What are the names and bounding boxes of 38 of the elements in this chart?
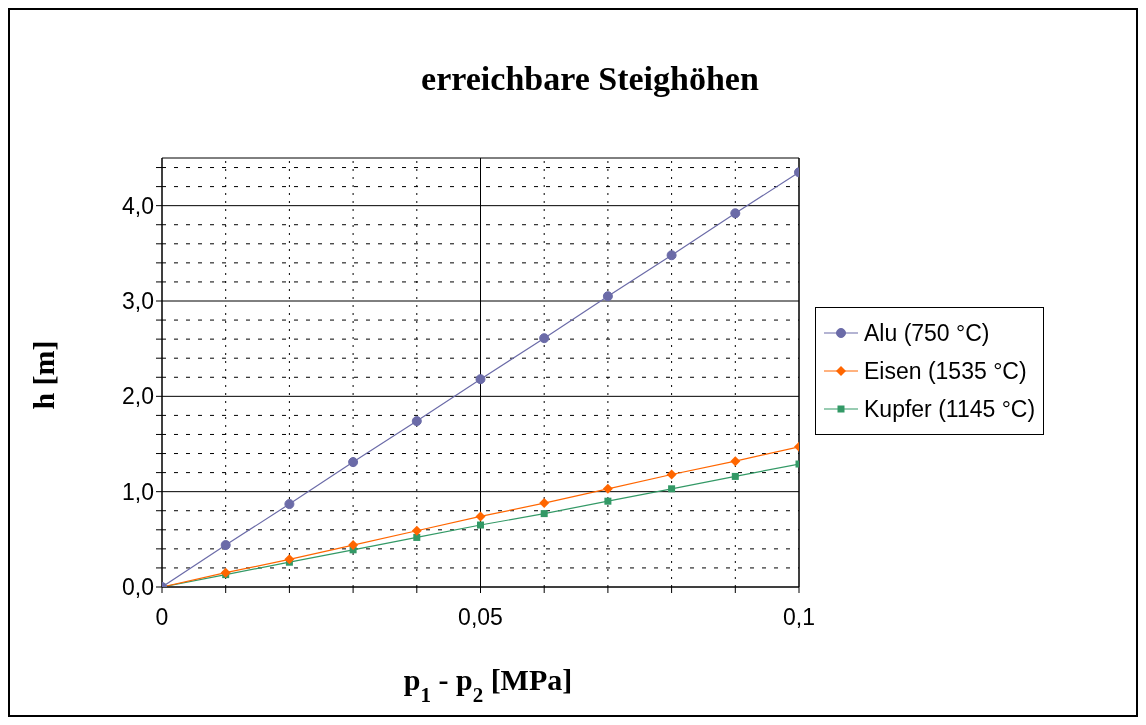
point (666, 250, 677, 261)
point (602, 291, 613, 302)
point (539, 333, 550, 344)
x-tick-label: 0,1 (783, 604, 815, 631)
x-axis-title: p$_{1}$ - p$_{2}$ [MPa] (403, 663, 573, 707)
point (666, 469, 677, 480)
point (477, 521, 484, 529)
point (475, 374, 486, 385)
point (731, 472, 739, 480)
point (730, 456, 741, 467)
point (730, 208, 741, 219)
point (540, 510, 548, 518)
y-tick-label: 1,0 (122, 478, 154, 505)
y-tick-label: 2,0 (122, 383, 154, 410)
point (604, 497, 612, 505)
chart-title: erreichbare Steighöhen (420, 60, 760, 98)
y-axis-title: h [m] (27, 340, 60, 410)
point (284, 554, 295, 565)
point (411, 416, 422, 427)
point (602, 483, 613, 494)
point (411, 525, 422, 536)
point (475, 511, 486, 522)
point (284, 499, 295, 510)
y-tick-label: 3,0 (122, 288, 154, 315)
x-tick-label: 0,05 (458, 604, 503, 631)
point (220, 567, 231, 578)
x-tick-label: 0 (155, 604, 169, 631)
point (539, 498, 550, 509)
point (668, 485, 676, 493)
point (413, 533, 421, 541)
y-tick-label: 0,0 (122, 574, 154, 601)
legend-label: Alu (750 °C) (864, 319, 990, 347)
point (348, 457, 359, 468)
point (220, 540, 231, 551)
y-tick-label: 4,0 (122, 192, 154, 219)
point (348, 540, 359, 551)
legend-label: Kupfer (1145 °C) (864, 395, 1036, 423)
legend-label: Eisen (1535 °C) (864, 357, 1027, 385)
